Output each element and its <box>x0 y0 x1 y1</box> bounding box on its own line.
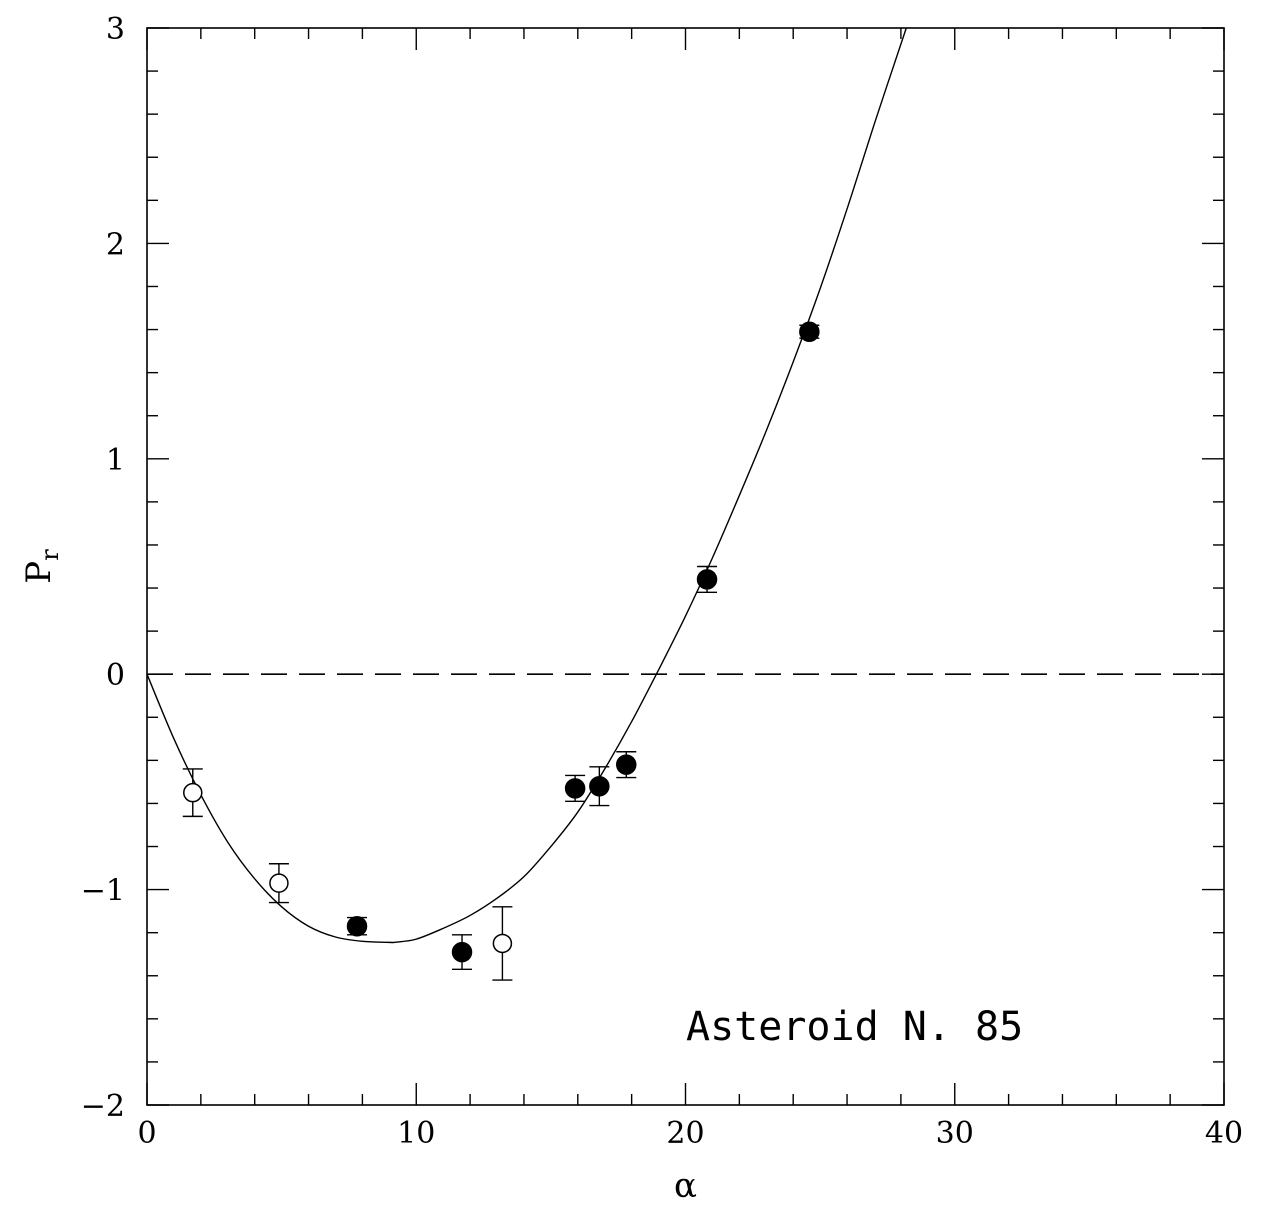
filled-data-point <box>589 766 610 807</box>
tick-labels: 0 10 20 30 40 −2 −1 0 1 2 3 <box>81 12 1243 1151</box>
chart-annotation: Asteroid N. 85 <box>686 1004 1023 1050</box>
x-tick-label: 30 <box>936 1116 974 1151</box>
open-marker <box>492 933 513 954</box>
filled-data-point <box>696 565 718 594</box>
filled-marker <box>564 778 586 799</box>
x-axis-label: α <box>674 1166 697 1206</box>
open-data-point <box>268 863 289 904</box>
x-tick-label: 20 <box>666 1116 704 1151</box>
filled-marker <box>799 321 820 342</box>
x-tick-label: 10 <box>397 1116 435 1151</box>
open-marker <box>269 873 289 893</box>
filled-data-point <box>346 915 368 937</box>
filled-marker <box>616 754 637 775</box>
y-tick-label: 3 <box>106 12 125 47</box>
y-tick-label: −1 <box>81 874 125 909</box>
y-tick-label: −2 <box>81 1089 125 1124</box>
y-axis-label-main: P <box>19 561 59 584</box>
x-tick-label: 0 <box>137 1116 156 1151</box>
filled-data-point <box>799 321 820 342</box>
open-data-point <box>492 906 513 981</box>
y-tick-label: 2 <box>106 227 125 262</box>
open-data-point <box>182 768 203 818</box>
data-points <box>182 321 820 981</box>
filled-marker <box>451 941 473 963</box>
filled-marker <box>346 915 368 937</box>
y-axis-label-subscript: r <box>36 549 64 561</box>
filled-marker <box>696 569 718 590</box>
filled-data-point <box>451 934 473 970</box>
plot-frame <box>146 27 1225 1106</box>
y-tick-label: 1 <box>106 443 125 478</box>
x-tick-label: 40 <box>1205 1116 1243 1151</box>
y-axis-label: Pr <box>19 549 64 584</box>
filled-data-point <box>564 774 586 802</box>
open-marker <box>183 782 203 803</box>
y-tick-label: 0 <box>106 658 125 693</box>
filled-data-point <box>616 751 637 779</box>
fit-curve <box>146 27 907 944</box>
axis-ticks <box>146 27 1225 1106</box>
filled-marker <box>589 775 610 797</box>
